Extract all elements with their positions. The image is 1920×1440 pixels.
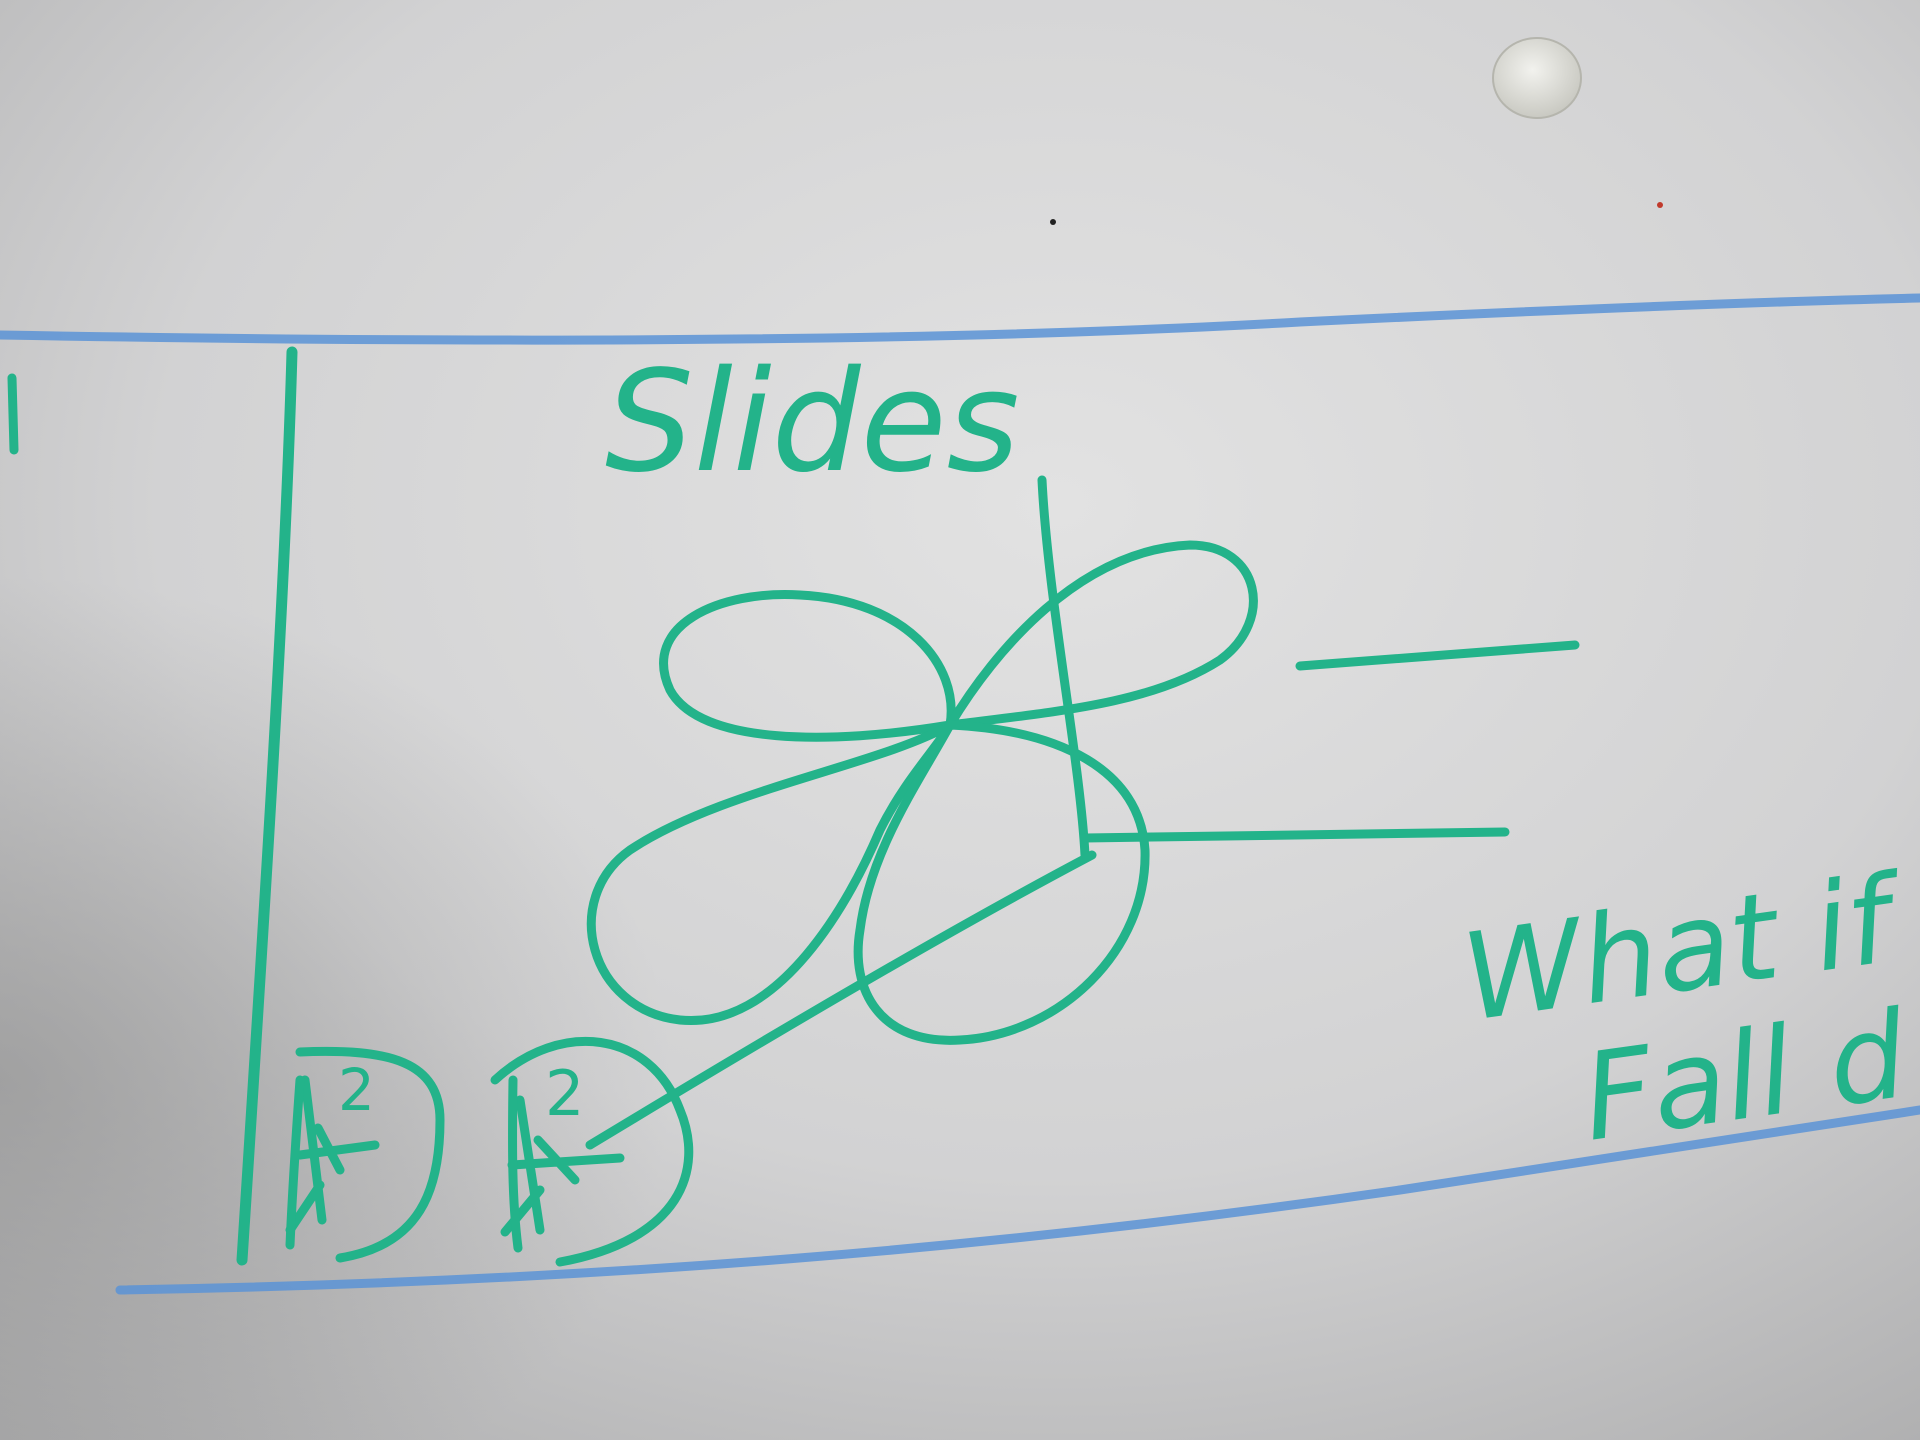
diagonal-pointer: [585, 850, 1097, 1150]
horizontal-pointer: [1080, 827, 1510, 843]
marker-sketch: [7, 346, 1580, 1267]
figure-1-label: 2: [338, 1056, 375, 1124]
vertical-axis: [1037, 475, 1090, 860]
figure-1-mark: [285, 1075, 305, 1250]
board-speck: [1657, 202, 1663, 208]
heading-slides: Slides: [605, 341, 1020, 504]
magnet: [1492, 37, 1582, 119]
petal-top-left: [659, 590, 956, 742]
figure-box-2: [490, 1036, 694, 1267]
vertical-divider: [236, 346, 298, 1266]
top-tape-line: [0, 293, 1920, 345]
blue-tape-lines: [0, 293, 1920, 1295]
figure-2-mark: [508, 1075, 523, 1253]
figure-2-label: 2: [545, 1057, 584, 1130]
upper-pointer: [1295, 640, 1580, 671]
petal-bottom-right: [853, 720, 1150, 1045]
petal-top-right: [945, 540, 1258, 730]
figure-2-person: [500, 1095, 625, 1237]
handwriting: Slides 2 2 What if Fall d: [338, 341, 1915, 1169]
left-edge-mark: [7, 373, 19, 455]
bottom-tape-line: [115, 1105, 1920, 1295]
figure-1-person: [285, 1075, 380, 1235]
board-speck: [1050, 219, 1056, 225]
petal-bottom-left: [586, 720, 955, 1025]
figure-box-1: [295, 1046, 445, 1263]
